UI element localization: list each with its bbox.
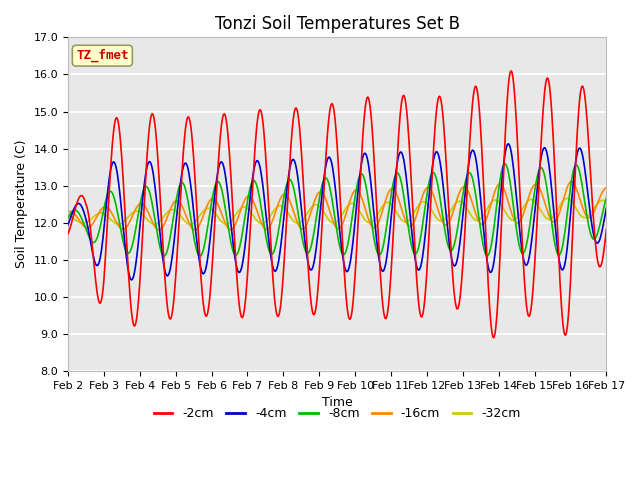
X-axis label: Time: Time [322,396,353,409]
Legend: -2cm, -4cm, -8cm, -16cm, -32cm: -2cm, -4cm, -8cm, -16cm, -32cm [148,402,526,425]
Title: Tonzi Soil Temperatures Set B: Tonzi Soil Temperatures Set B [214,15,460,33]
Y-axis label: Soil Temperature (C): Soil Temperature (C) [15,140,28,268]
Text: TZ_fmet: TZ_fmet [76,49,129,62]
